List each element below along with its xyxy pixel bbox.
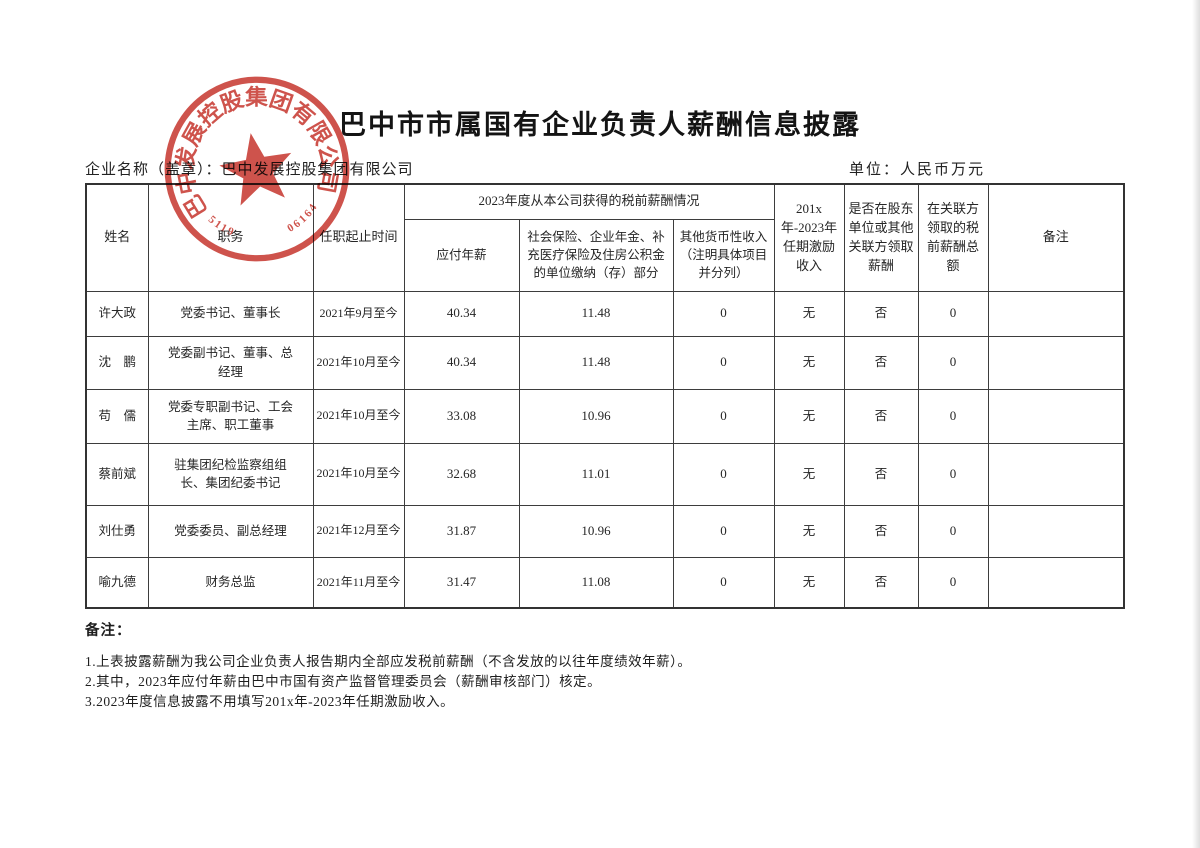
cell-position: 党委副书记、董事、总经理 [147,335,314,390]
cell-term: 2021年10月至今 [312,442,405,506]
cell-position: 财务总监 [147,556,314,609]
footnotes-section: 备注： 1.上表披露薪酬为我公司企业负责人报告期内全部应发税前薪酬（不含发放的以… [85,619,1045,712]
cell-insurance: 10.96 [518,504,674,558]
table-row: 沈 鹏 党委副书记、董事、总经理 2021年10月至今 40.34 11.48 … [85,335,1125,390]
cell-related-amount: 0 [917,556,989,609]
cell-incentive: 无 [773,290,845,337]
cell-term: 2021年10月至今 [312,335,405,390]
cell-remark [987,335,1125,390]
cell-incentive: 无 [773,504,845,558]
cell-related-amount: 0 [917,290,989,337]
cell-salary: 31.87 [403,504,520,558]
cell-remark [987,556,1125,609]
cell-incentive: 无 [773,388,845,444]
col-header-other-income: 其他货币性收入（注明具体项目并分列） [672,218,775,292]
cell-insurance: 11.48 [518,335,674,390]
cell-position: 驻集团纪检监察组组长、集团纪委书记 [147,442,314,506]
company-name-line: 企业名称（盖章）：巴中发展控股集团有限公司 [85,162,414,178]
cell-salary: 32.68 [403,442,520,506]
header-row-sub: 应付年薪 社会保险、企业年金、补充医疗保险及住房公积金的单位缴纳（存）部分 其他… [86,218,1124,292]
cell-term: 2021年11月至今 [312,556,405,609]
cell-name: 蔡前斌 [85,442,149,506]
cell-name: 苟 儒 [85,388,149,444]
col-header-name: 姓名 [85,183,149,292]
cell-name: 许大政 [85,290,149,337]
salary-disclosure-table: 姓名 职务 任职起止时间 2023年度从本公司获得的税前薪酬情况 201x年-2… [85,183,1126,609]
cell-salary: 31.47 [403,556,520,609]
table-row: 苟 儒 党委专职副书记、工会主席、职工董事 2021年10月至今 33.08 1… [85,388,1125,444]
footnote-item: 2.其中，2023年应付年薪由巴中市国有资产监督管理委员会（薪酬审核部门）核定。 [85,674,602,689]
col-header-related-pay: 是否在股东单位或其他关联方领取薪酬 [843,183,919,292]
scan-edge-shadow [1192,0,1200,848]
cell-related-pay: 否 [843,388,919,444]
cell-insurance: 10.96 [518,388,674,444]
currency-unit-label: 单位：人民币万元 [848,162,985,178]
cell-remark [987,290,1125,337]
col-header-position: 职务 [147,183,314,292]
footnote-item: 3.2023年度信息披露不用填写201x年-2023年任期激励收入。 [85,694,455,709]
cell-salary: 40.34 [403,290,520,337]
col-header-salary-due: 应付年薪 [403,218,520,292]
cell-other-income: 0 [672,504,775,558]
cell-term: 2021年12月至今 [312,504,405,558]
footnote-item: 1.上表披露薪酬为我公司企业负责人报告期内全部应发税前薪酬（不含发放的以往年度绩… [85,654,692,669]
cell-remark [987,504,1125,558]
cell-position: 党委书记、董事长 [147,290,314,337]
cell-name: 沈 鹏 [85,335,149,390]
cell-other-income: 0 [672,335,775,390]
cell-related-amount: 0 [917,442,989,506]
cell-term: 2021年10月至今 [312,388,405,444]
table-row: 许大政 党委书记、董事长 2021年9月至今 40.34 11.48 0 无 否… [85,290,1125,337]
cell-other-income: 0 [672,388,775,444]
cell-incentive: 无 [773,556,845,609]
col-header-remark: 备注 [987,183,1125,292]
cell-salary: 40.34 [403,335,520,390]
col-header-incentive: 201x年-2023年任期激励收入 [773,183,845,292]
cell-insurance: 11.08 [518,556,674,609]
footnotes-heading: 备注： [85,623,132,639]
cell-related-pay: 否 [843,504,919,558]
cell-insurance: 11.48 [518,290,674,337]
cell-incentive: 无 [773,335,845,390]
header-row-top: 姓名 职务 任职起止时间 2023年度从本公司获得的税前薪酬情况 201x年-2… [85,183,1125,292]
table-row: 刘仕勇 党委委员、副总经理 2021年12月至今 31.87 10.96 0 无… [85,504,1125,558]
page-title: 巴中市市属国有企业负责人薪酬信息披露 [339,110,861,140]
cell-related-amount: 0 [917,504,989,558]
cell-position: 党委专职副书记、工会主席、职工董事 [147,388,314,444]
cell-related-pay: 否 [843,442,919,506]
cell-other-income: 0 [672,442,775,506]
cell-other-income: 0 [672,556,775,609]
cell-related-amount: 0 [917,335,989,390]
col-header-salary-group: 2023年度从本公司获得的税前薪酬情况 [403,183,775,220]
cell-term: 2021年9月至今 [312,290,405,337]
cell-related-amount: 0 [917,388,989,444]
col-header-term: 任职起止时间 [312,183,405,292]
cell-position: 党委委员、副总经理 [147,504,314,558]
cell-insurance: 11.01 [518,442,674,506]
cell-related-pay: 否 [843,556,919,609]
cell-incentive: 无 [773,442,845,506]
cell-salary: 33.08 [403,388,520,444]
cell-other-income: 0 [672,290,775,337]
cell-related-pay: 否 [843,290,919,337]
table-row: 喻九德 财务总监 2021年11月至今 31.47 11.08 0 无 否 0 [85,556,1125,609]
table-row: 蔡前斌 驻集团纪检监察组组长、集团纪委书记 2021年10月至今 32.68 1… [85,442,1125,506]
cell-remark [987,388,1125,444]
cell-name: 喻九德 [85,556,149,609]
cell-remark [987,442,1125,506]
meta-row: 企业名称（盖章）：巴中发展控股集团有限公司 单位：人民币万元 [85,158,1122,180]
col-header-insurance: 社会保险、企业年金、补充医疗保险及住房公积金的单位缴纳（存）部分 [518,218,674,292]
cell-name: 刘仕勇 [85,504,149,558]
cell-related-pay: 否 [843,335,919,390]
col-header-related-amount: 在关联方领取的税前薪酬总额 [917,183,989,292]
